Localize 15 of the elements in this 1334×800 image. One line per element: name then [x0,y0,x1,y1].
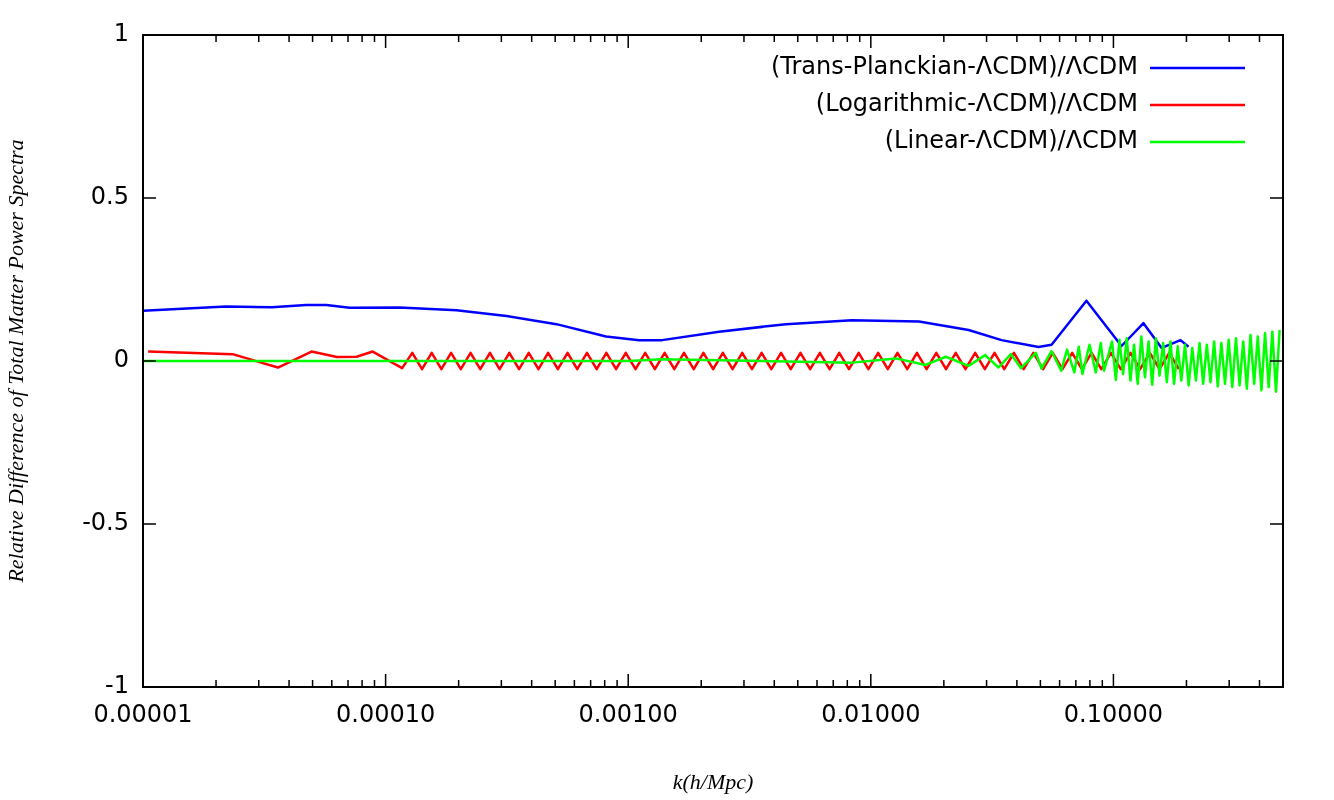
legend-label: (Logarithmic-ΛCDM)/ΛCDM [815,89,1138,118]
x-tick-label: 0.00001 [93,699,193,728]
legend-label: (Trans-Planckian-ΛCDM)/ΛCDM [770,52,1138,81]
y-tick-label: 0.5 [90,182,129,211]
legend-label: (Linear-ΛCDM)/ΛCDM [884,126,1138,155]
y-tick-label: -1 [105,671,129,700]
x-tick-label: 0.01000 [821,699,921,728]
x-axis-title: k(h/Mpc) [672,768,754,794]
x-tick-label: 0.00010 [335,699,436,728]
y-tick-label: -0.5 [82,508,129,537]
y-tick-label: 0 [113,345,129,374]
y-tick-label: 1 [113,19,129,48]
x-tick-label: 0.00100 [578,699,678,728]
x-tick-label: 0.10000 [1063,699,1164,728]
y-axis-title: Relative Difference of Total Matter Power Spectra [2,139,28,584]
